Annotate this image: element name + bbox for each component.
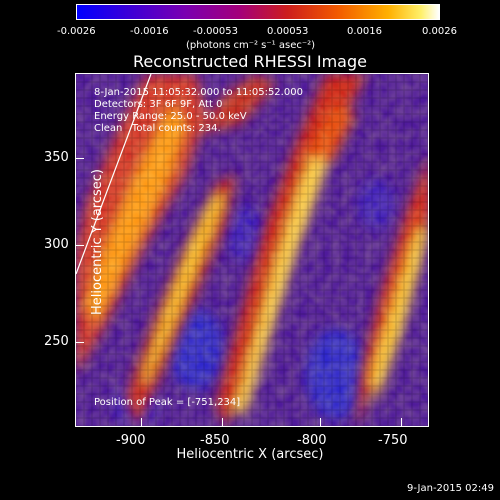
colorbar-tick: -0.0016 <box>130 26 169 37</box>
colorbar-tick: -0.00053 <box>193 26 238 37</box>
y-tick-mark <box>76 158 84 159</box>
x-tick-label: -900 <box>116 433 146 448</box>
clean-counts-label: Clean Total counts: 234. <box>94 123 221 134</box>
colorbar-unit-label: (photons cm⁻² s⁻¹ asec⁻²) <box>186 40 316 51</box>
colorbar <box>76 4 440 20</box>
image-canvas <box>76 74 428 426</box>
solar-limb-line <box>76 74 152 275</box>
colorbar-tick: 0.00053 <box>267 26 309 37</box>
peak-position-label: Position of Peak = [-751,234] <box>94 397 241 408</box>
x-tick-mark <box>401 418 402 426</box>
x-tick-label: -750 <box>378 433 408 448</box>
x-tick-mark <box>320 418 321 426</box>
time-range-label: 8-Jan-2015 11:05:32.000 to 11:05:52.000 <box>94 87 303 98</box>
y-tick-mark <box>76 245 84 246</box>
x-tick-label: -850 <box>200 433 230 448</box>
x-tick-mark <box>222 418 223 426</box>
detectors-label: Detectors: 3F 6F 9F, Att 0 <box>94 99 223 110</box>
colorbar-tick: 0.0016 <box>347 26 382 37</box>
colorbar-tick: -0.0026 <box>57 26 96 37</box>
x-tick-mark <box>141 418 142 426</box>
x-axis-label: Heliocentric X (arcsec) <box>176 447 324 462</box>
y-tick-label: 350 <box>44 150 69 165</box>
image-title: Reconstructed RHESSI Image <box>133 52 367 71</box>
timestamp: 9-Jan-2015 02:49 <box>407 483 494 494</box>
y-axis-label: Heliocentric Y (arcsec) <box>90 169 105 315</box>
y-tick-label: 300 <box>44 237 69 252</box>
colorbar-tick: 0.0026 <box>422 26 457 37</box>
y-tick-label: 250 <box>44 334 69 349</box>
energy-range-label: Energy Range: 25.0 - 50.0 keV <box>94 111 247 122</box>
x-tick-label: -800 <box>297 433 327 448</box>
y-tick-mark <box>76 342 84 343</box>
rhessi-image <box>75 73 429 427</box>
